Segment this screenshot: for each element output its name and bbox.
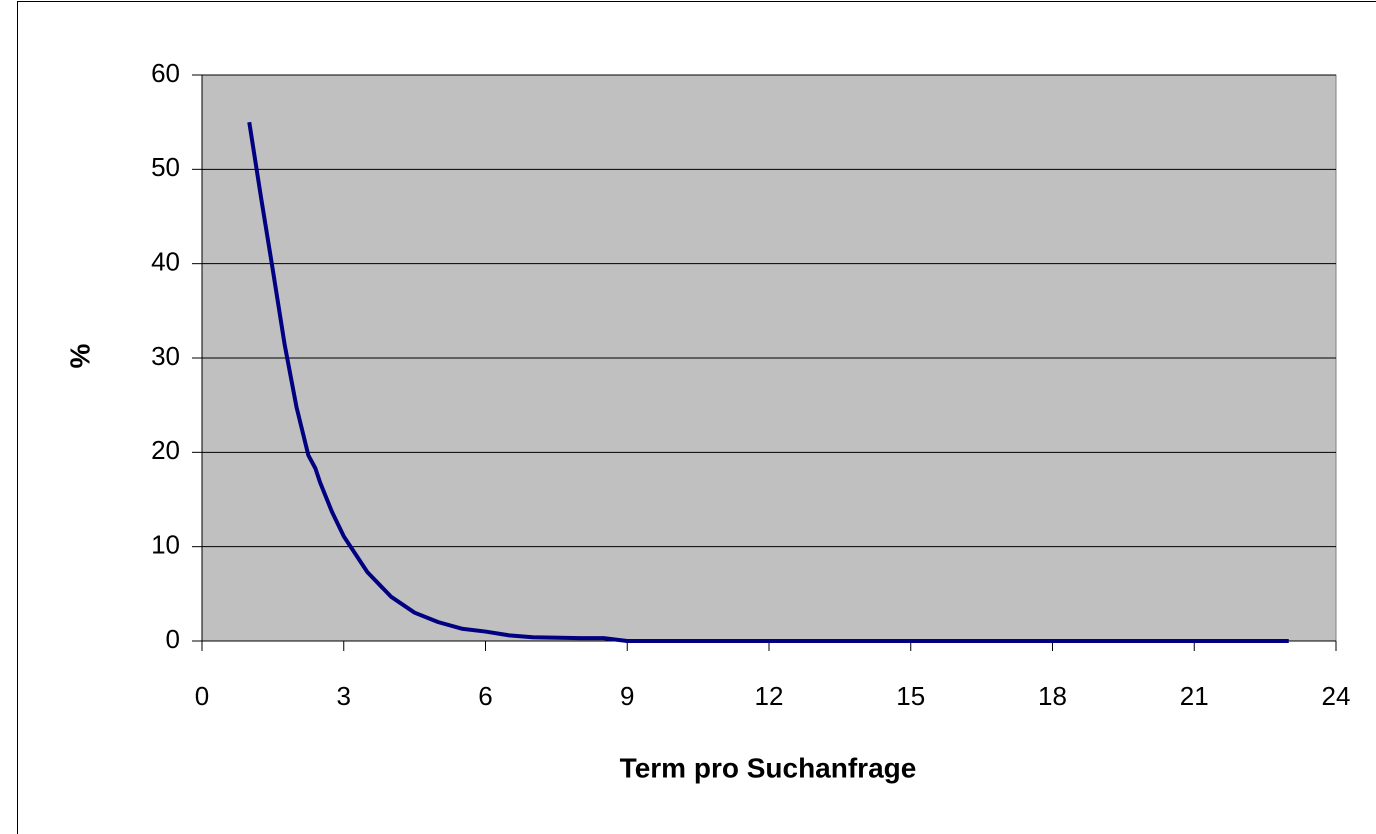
x-tick-label: 18: [1038, 681, 1067, 711]
x-axis-title: Term pro Suchanfrage: [620, 752, 917, 783]
x-tick-label: 15: [896, 681, 925, 711]
x-tick-label: 6: [478, 681, 492, 711]
line-series: [247, 121, 1289, 643]
y-tick-label: 40: [151, 247, 180, 277]
x-tick-label: 21: [1180, 681, 1209, 711]
y-tick-label: 0: [166, 624, 180, 654]
x-tick-label: 0: [195, 681, 209, 711]
y-tick-label: 60: [151, 58, 180, 88]
x-tick-label: 24: [1322, 681, 1351, 711]
y-tick-label: 50: [151, 152, 180, 182]
y-tick-label: 30: [151, 341, 180, 371]
x-tick-label: 3: [337, 681, 351, 711]
y-tick-label: 10: [151, 530, 180, 560]
x-tick-label: 12: [755, 681, 784, 711]
x-tick-label: 9: [620, 681, 634, 711]
y-axis-title: %: [64, 343, 95, 368]
y-tick-label: 20: [151, 435, 180, 465]
